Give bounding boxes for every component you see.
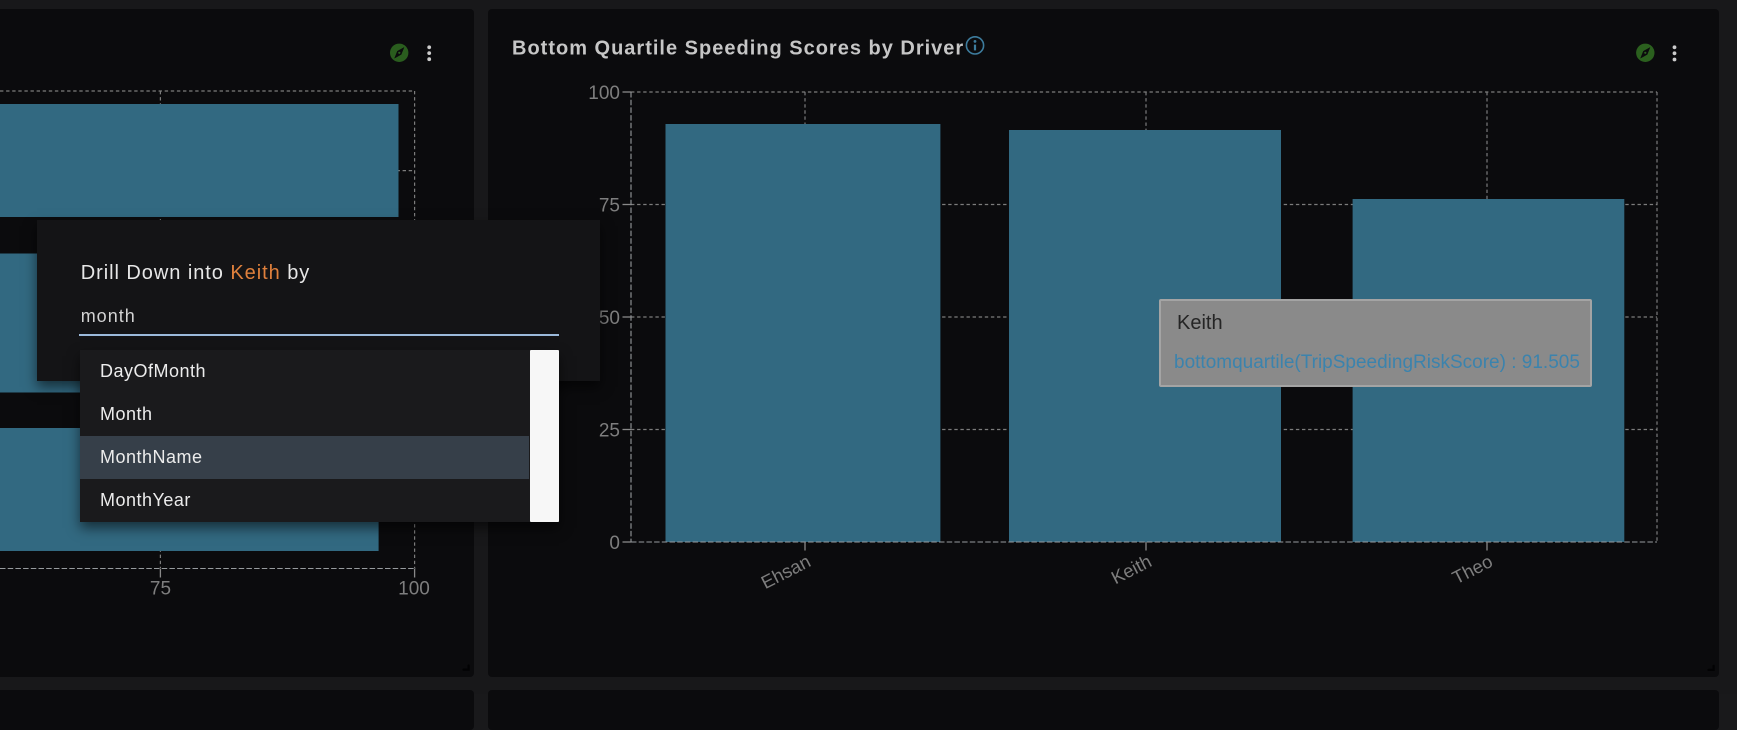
svg-text:100: 100: [588, 83, 620, 104]
svg-text:Bottom Quartile Speeding Score: Bottom Quartile Speeding Scores by Drive…: [512, 38, 964, 60]
svg-text:Keith: Keith: [1108, 550, 1155, 588]
svg-text:100: 100: [398, 579, 430, 600]
svg-text:50: 50: [599, 308, 620, 329]
svg-text:Ehsan: Ehsan: [758, 550, 814, 593]
svg-text:75: 75: [150, 579, 171, 600]
svg-text:Theo: Theo: [1449, 550, 1496, 588]
svg-text:25: 25: [599, 421, 620, 442]
svg-text:0: 0: [609, 533, 620, 554]
svg-text:75: 75: [599, 196, 620, 217]
